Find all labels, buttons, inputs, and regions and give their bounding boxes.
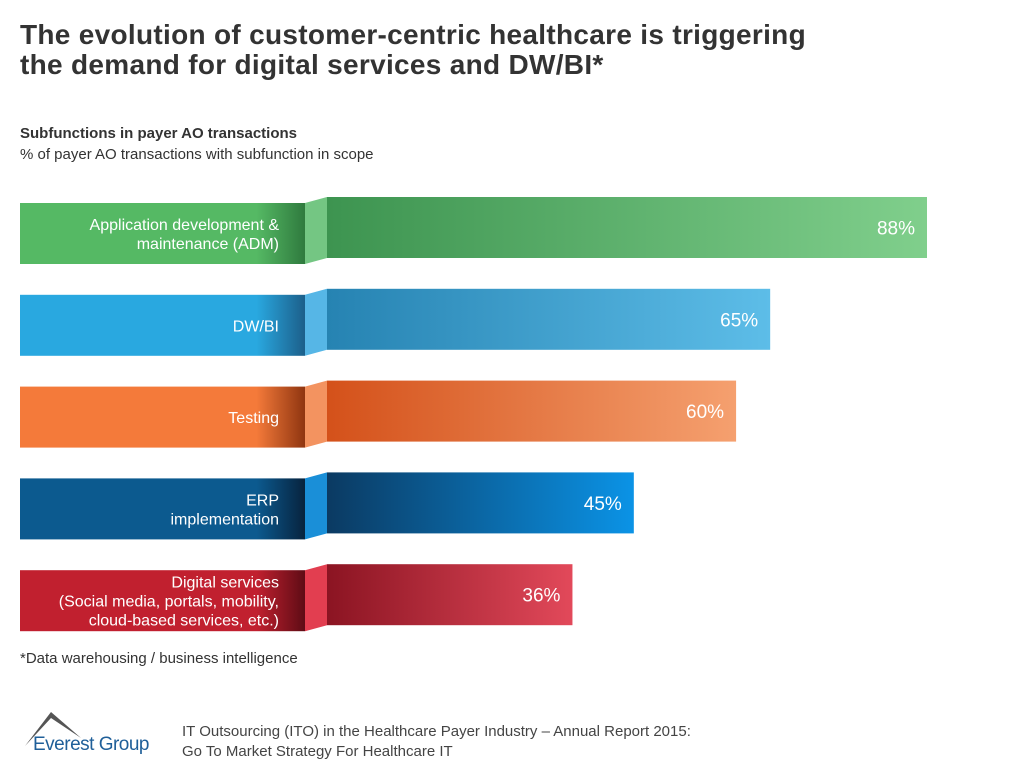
- category-label: implementation: [171, 511, 280, 528]
- source-line-2: Go To Market Strategy For Healthcare IT: [182, 743, 453, 760]
- bar-group-1: DW/BI 65%: [20, 288, 771, 356]
- category-label: maintenance (ADM): [137, 236, 279, 253]
- chart-subtitle: % of payer AO transactions with subfunct…: [20, 146, 374, 163]
- category-label: Application development &: [90, 217, 280, 234]
- chart-title: Subfunctions in payer AO transactions: [20, 125, 297, 142]
- data-label: 65%: [720, 310, 758, 331]
- source-citation: IT Outsourcing (ITO) in the Healthcare P…: [182, 722, 691, 762]
- title-line-2: the demand for digital services and DW/B…: [20, 49, 604, 80]
- data-label: 45%: [584, 494, 622, 515]
- bar: [327, 288, 771, 350]
- page-title: The evolution of customer-centric health…: [20, 20, 806, 80]
- category-label: ERP: [246, 492, 279, 509]
- category-label: cloud-based services, etc.): [89, 613, 279, 630]
- category-label: Digital services: [171, 575, 279, 592]
- bar-fold: [305, 472, 327, 540]
- bar-group-0: Application development & maintenance (AD…: [20, 197, 927, 264]
- category-label: Testing: [228, 410, 279, 427]
- bar-group-3: ERP implementation 45%: [20, 472, 634, 540]
- bar: [327, 197, 927, 258]
- category-label: DW/BI: [233, 318, 279, 335]
- data-label: 60%: [686, 402, 724, 423]
- bar-group-4: Digital services (Social media, portals, …: [20, 564, 573, 632]
- bar: [327, 472, 634, 534]
- bar-fold: [305, 197, 327, 264]
- bar-group-2: Testing 60%: [20, 380, 737, 448]
- bar-fold: [305, 380, 327, 448]
- category-label-box: [20, 478, 305, 540]
- bar: [327, 564, 573, 626]
- everest-group-logo: Everest Group: [33, 734, 150, 755]
- category-label-box: [20, 294, 305, 356]
- everest-logo-mountain-icon: [25, 712, 81, 746]
- category-label-box: [20, 386, 305, 448]
- data-label: 88%: [877, 219, 915, 240]
- footnote: *Data warehousing / business intelligenc…: [20, 650, 298, 667]
- category-label-box: [20, 570, 305, 632]
- source-line-1: IT Outsourcing (ITO) in the Healthcare P…: [182, 723, 691, 740]
- bar: [327, 380, 737, 442]
- title-line-1: The evolution of customer-centric health…: [20, 19, 806, 50]
- bar-fold: [305, 288, 327, 356]
- data-label: 36%: [522, 586, 560, 607]
- category-label: (Social media, portals, mobility,: [59, 594, 279, 611]
- bar-fold: [305, 564, 327, 632]
- category-label-box: [20, 203, 305, 264]
